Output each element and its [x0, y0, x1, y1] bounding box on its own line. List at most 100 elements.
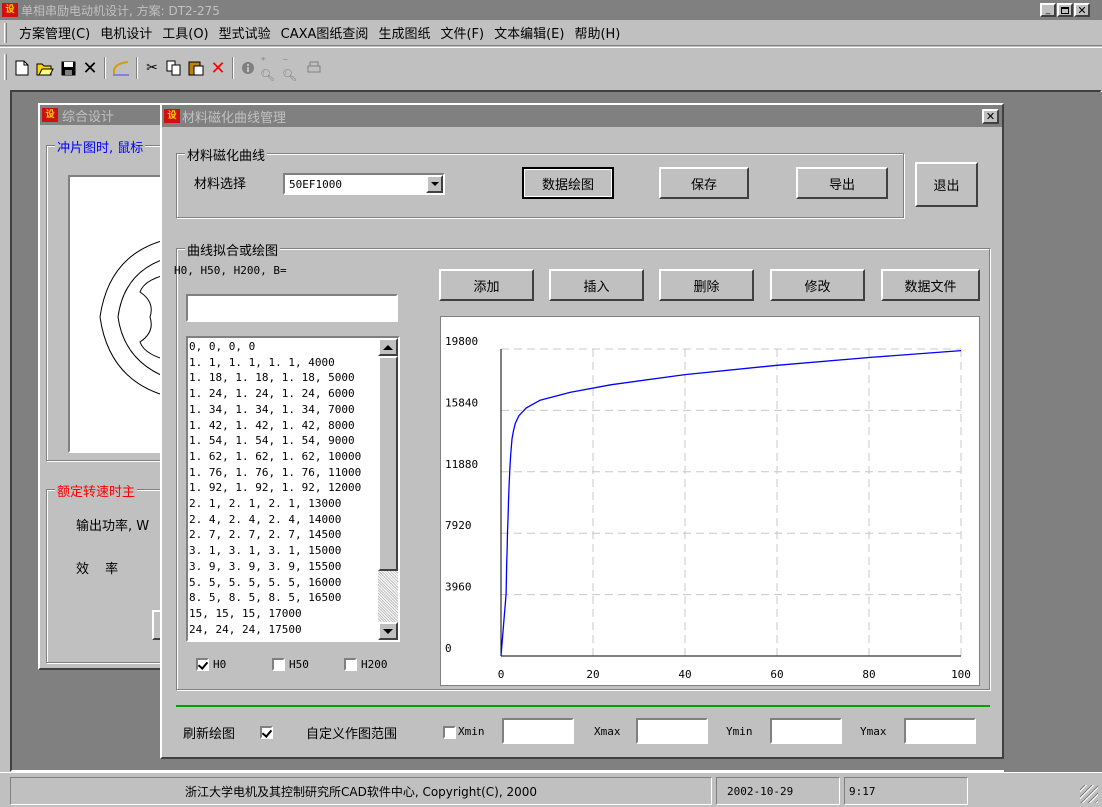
list-item[interactable]: 15, 15, 15, 17000	[189, 606, 302, 620]
refresh-checkbox[interactable]	[260, 726, 273, 739]
list-item[interactable]: 1. 18, 1. 18, 1. 18, 5000	[189, 371, 355, 385]
material-group-label: 材料磁化曲线	[185, 145, 268, 164]
h50-checkbox-box[interactable]	[272, 658, 285, 671]
menu-item-1[interactable]: 电机设计	[100, 27, 153, 42]
material-dialog: 设 材料磁化曲线管理 ✕ 材料磁化曲线 材料选择 50EF1000 数据绘图 保…	[160, 103, 1004, 759]
add-button-label: 添加	[473, 279, 500, 295]
custom-range-checkbox[interactable]	[442, 726, 456, 739]
list-scrollbar[interactable]	[378, 338, 398, 640]
scroll-thumb[interactable]	[378, 356, 398, 571]
list-item[interactable]: 1. 92, 1. 92, 1. 92, 12000	[189, 481, 362, 495]
status-date-panel: 2002-10-29	[716, 777, 840, 805]
menu-item-4[interactable]: CAXA图纸查阅	[280, 27, 369, 42]
series-line	[500, 349, 962, 657]
exit-button[interactable]: 退出	[915, 162, 978, 207]
scroll-down-button[interactable]	[378, 622, 398, 640]
status-copyright-panel: 浙江大学电机及其控制研究所CAD软件中心, Copyright(C), 2000	[10, 777, 712, 805]
list-item[interactable]: 2. 7, 2. 7, 2. 7, 14500	[189, 528, 342, 542]
modify-button[interactable]: 修改	[770, 269, 865, 301]
resize-grip[interactable]	[1080, 785, 1098, 803]
delete-icon[interactable]: ✕	[210, 57, 226, 79]
status-date: 2002-10-29	[727, 784, 794, 798]
zoom-in-icon[interactable]: ⁺🔍︎	[260, 54, 276, 82]
menu-item-2[interactable]: 工具(O)	[162, 27, 209, 42]
dialog-close-button[interactable]: ✕	[982, 109, 999, 124]
entry-input[interactable]	[186, 294, 398, 322]
add-button[interactable]: 添加	[439, 269, 534, 301]
status-copyright: 浙江大学电机及其控制研究所CAD软件中心, Copyright(C), 2000	[184, 784, 537, 799]
list-item[interactable]: 1. 42, 1. 42, 1. 42, 8000	[189, 418, 355, 432]
design-window-titlebar: 设 综合设计	[40, 105, 176, 125]
paste-icon[interactable]	[186, 58, 206, 78]
save-button[interactable]: 保存	[659, 167, 749, 199]
punch-drawing	[68, 175, 178, 453]
h200-checkbox-box[interactable]	[344, 658, 357, 671]
xmin-input[interactable]	[502, 718, 574, 744]
h0-checkbox[interactable]: H0	[196, 658, 226, 671]
close-x-icon[interactable]: ✕	[82, 57, 98, 79]
copy-icon[interactable]	[164, 58, 184, 78]
plot-data-button[interactable]: 数据绘图	[522, 167, 614, 199]
delete-button[interactable]: 删除	[659, 269, 754, 301]
cut-icon[interactable]: ✂	[146, 60, 158, 76]
info-icon[interactable]	[238, 58, 258, 78]
x-tick-label: 0	[498, 668, 505, 681]
rated-speed-group-label: 额定转速时主	[55, 481, 138, 500]
menu-item-5[interactable]: 生成图纸	[378, 27, 431, 42]
list-item[interactable]: 3. 1, 3. 1, 3. 1, 15000	[189, 544, 342, 558]
output-power-label: 输出功率, W	[76, 519, 150, 534]
close-button[interactable]: ✕	[1074, 3, 1090, 17]
xmax-input[interactable]	[636, 718, 708, 744]
export-button[interactable]: 导出	[796, 167, 888, 199]
menu-item-8[interactable]: 帮助(H)	[574, 27, 621, 42]
material-select[interactable]: 50EF1000	[283, 173, 445, 195]
list-item[interactable]: 24, 24, 24, 17500	[189, 622, 302, 636]
h50-checkbox[interactable]: H50	[272, 658, 309, 671]
ymin-input[interactable]	[770, 718, 842, 744]
ymin-label: Ymin	[726, 725, 753, 738]
print-icon[interactable]	[304, 58, 324, 78]
maximize-button[interactable]	[1057, 3, 1073, 17]
new-file-icon[interactable]	[12, 58, 32, 78]
scroll-up-button[interactable]	[378, 338, 398, 356]
list-item[interactable]: 5. 5, 5. 5, 5. 5, 16000	[189, 575, 342, 589]
xmin-label: Xmin	[458, 725, 485, 738]
data-list[interactable]: 0, 0, 0, 0 1. 1, 1. 1, 1. 1, 4000 1. 18, 1…	[186, 336, 400, 642]
minimize-button[interactable]: _	[1040, 3, 1056, 17]
data-file-button-label: 数据文件	[904, 279, 957, 295]
material-dropdown-button[interactable]	[426, 175, 443, 193]
h0-checkbox-box[interactable]	[196, 658, 209, 671]
menu-item-6[interactable]: 文件(F)	[440, 27, 485, 42]
x-tick-label: 100	[951, 668, 971, 681]
modify-button-label: 修改	[804, 279, 831, 295]
refresh-label: 刷新绘图	[183, 727, 236, 742]
scroll-track[interactable]	[378, 571, 398, 622]
save-icon[interactable]	[58, 58, 78, 78]
h200-checkbox[interactable]: H200	[344, 658, 388, 671]
list-item[interactable]: 1. 24, 1. 24, 1. 24, 6000	[189, 387, 355, 401]
list-item[interactable]: 3. 9, 3. 9, 3. 9, 15500	[189, 559, 342, 573]
ymax-input[interactable]	[904, 718, 976, 744]
list-item[interactable]: 1. 54, 1. 54, 1. 54, 9000	[189, 434, 355, 448]
list-item[interactable]: 2. 1, 2. 1, 2. 1, 13000	[189, 497, 342, 511]
list-item[interactable]: 1. 62, 1. 62, 1. 62, 10000	[189, 449, 362, 463]
list-item[interactable]: 8. 5, 8. 5, 8. 5, 16500	[189, 591, 342, 605]
list-item[interactable]: 2. 4, 2. 4, 2. 4, 14000	[189, 512, 342, 526]
open-folder-icon[interactable]	[34, 58, 56, 78]
plot-data-button-label: 数据绘图	[541, 177, 594, 193]
menu-item-3[interactable]: 型式试验	[218, 27, 271, 42]
menu-item-7[interactable]: 文本编辑(E)	[494, 27, 565, 42]
app-icon: 设	[2, 3, 18, 17]
menu-item-0[interactable]: 方案管理(C)	[19, 27, 91, 42]
list-item[interactable]: 1. 76, 1. 76, 1. 76, 11000	[189, 465, 362, 479]
draw-line-icon[interactable]	[110, 58, 132, 78]
data-file-button[interactable]: 数据文件	[881, 269, 980, 301]
list-item[interactable]: 0, 0, 0, 0	[189, 340, 256, 353]
list-item[interactable]: 1. 1, 1. 1, 1. 1, 4000	[189, 355, 335, 369]
custom-range-label: 自定义作图范围	[306, 727, 398, 742]
format-label: H0, H50, H200, B=	[174, 264, 287, 277]
menu-grip	[4, 23, 7, 43]
zoom-out-icon[interactable]: ⁻🔍︎	[282, 54, 298, 82]
list-item[interactable]: 1. 34, 1. 34, 1. 34, 7000	[189, 402, 355, 416]
insert-button[interactable]: 插入	[549, 269, 644, 301]
